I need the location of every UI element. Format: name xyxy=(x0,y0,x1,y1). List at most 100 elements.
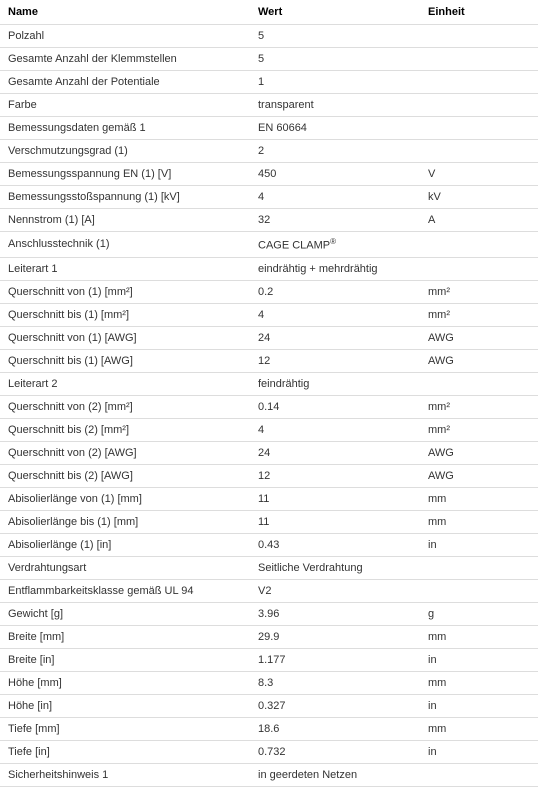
cell-value: 11 xyxy=(250,510,420,533)
cell-value: eindrähtig + mehrdrähtig xyxy=(250,257,420,280)
table-row: Entflammbarkeitsklasse gemäß UL 94V2 xyxy=(0,579,538,602)
table-row: Gesamte Anzahl der Klemmstellen5 xyxy=(0,48,538,71)
cell-unit xyxy=(420,71,538,94)
cell-value: 12 xyxy=(250,349,420,372)
table-row: Sicherheitshinweis 1in geerdeten Netzen xyxy=(0,763,538,786)
cell-name: Farbe xyxy=(0,94,250,117)
header-name: Name xyxy=(0,0,250,25)
cell-value: 24 xyxy=(250,441,420,464)
cell-value: in geerdeten Netzen xyxy=(250,763,420,786)
cell-unit: mm xyxy=(420,671,538,694)
cell-unit xyxy=(420,763,538,786)
cell-unit: V xyxy=(420,163,538,186)
cell-value: CAGE CLAMP® xyxy=(250,232,420,258)
table-row: Bemessungsdaten gemäß 1EN 60664 xyxy=(0,117,538,140)
cell-name: Verdrahtungsart xyxy=(0,556,250,579)
cell-unit: mm² xyxy=(420,418,538,441)
table-row: Querschnitt von (2) [mm²]0.14mm² xyxy=(0,395,538,418)
cell-name: Gesamte Anzahl der Klemmstellen xyxy=(0,48,250,71)
table-row: Verschmutzungsgrad (1)2 xyxy=(0,140,538,163)
cell-name: Abisolierlänge von (1) [mm] xyxy=(0,487,250,510)
table-row: Leiterart 1eindrähtig + mehrdrähtig xyxy=(0,257,538,280)
cell-unit xyxy=(420,94,538,117)
cell-name: Bemessungsdaten gemäß 1 xyxy=(0,117,250,140)
table-row: Querschnitt bis (2) [AWG]12AWG xyxy=(0,464,538,487)
cell-value: 0.43 xyxy=(250,533,420,556)
cell-unit: mm² xyxy=(420,303,538,326)
cell-unit: in xyxy=(420,533,538,556)
table-row: Höhe [mm]8.3mm xyxy=(0,671,538,694)
table-row: Querschnitt von (2) [AWG]24AWG xyxy=(0,441,538,464)
table-row: Gewicht [g]3.96g xyxy=(0,602,538,625)
table-body: Polzahl5Gesamte Anzahl der Klemmstellen5… xyxy=(0,25,538,787)
cell-name: Querschnitt von (1) [mm²] xyxy=(0,280,250,303)
cell-unit xyxy=(420,257,538,280)
table-row: Bemessungsspannung EN (1) [V]450V xyxy=(0,163,538,186)
cell-unit xyxy=(420,140,538,163)
cell-unit: AWG xyxy=(420,326,538,349)
table-row: Leiterart 2feindrähtig xyxy=(0,372,538,395)
cell-name: Gesamte Anzahl der Potentiale xyxy=(0,71,250,94)
table-row: Tiefe [in]0.732in xyxy=(0,740,538,763)
cell-name: Abisolierlänge (1) [in] xyxy=(0,533,250,556)
cell-value: 4 xyxy=(250,303,420,326)
header-value: Wert xyxy=(250,0,420,25)
cell-value: 0.2 xyxy=(250,280,420,303)
cell-unit: in xyxy=(420,694,538,717)
table-row: Abisolierlänge von (1) [mm]11mm xyxy=(0,487,538,510)
cell-unit: mm xyxy=(420,510,538,533)
cell-name: Querschnitt von (2) [AWG] xyxy=(0,441,250,464)
cell-unit: kV xyxy=(420,186,538,209)
table-row: VerdrahtungsartSeitliche Verdrahtung xyxy=(0,556,538,579)
cell-name: Querschnitt bis (1) [mm²] xyxy=(0,303,250,326)
table-row: Tiefe [mm]18.6mm xyxy=(0,717,538,740)
cell-unit: mm² xyxy=(420,280,538,303)
cell-value: EN 60664 xyxy=(250,117,420,140)
cell-value: 8.3 xyxy=(250,671,420,694)
cell-name: Nennstrom (1) [A] xyxy=(0,209,250,232)
cell-value: 5 xyxy=(250,48,420,71)
header-unit: Einheit xyxy=(420,0,538,25)
cell-name: Querschnitt von (2) [mm²] xyxy=(0,395,250,418)
cell-unit: A xyxy=(420,209,538,232)
spec-table: Name Wert Einheit Polzahl5Gesamte Anzahl… xyxy=(0,0,538,787)
cell-name: Querschnitt bis (2) [mm²] xyxy=(0,418,250,441)
cell-value: V2 xyxy=(250,579,420,602)
table-row: Querschnitt von (1) [AWG]24AWG xyxy=(0,326,538,349)
cell-value: 1 xyxy=(250,71,420,94)
cell-unit: in xyxy=(420,648,538,671)
cell-name: Verschmutzungsgrad (1) xyxy=(0,140,250,163)
cell-value: 24 xyxy=(250,326,420,349)
cell-name: Entflammbarkeitsklasse gemäß UL 94 xyxy=(0,579,250,602)
header-row: Name Wert Einheit xyxy=(0,0,538,25)
cell-value: Seitliche Verdrahtung xyxy=(250,556,420,579)
cell-name: Leiterart 1 xyxy=(0,257,250,280)
cell-unit: AWG xyxy=(420,349,538,372)
cell-value: 0.732 xyxy=(250,740,420,763)
table-row: Abisolierlänge (1) [in]0.43in xyxy=(0,533,538,556)
cell-value: 0.14 xyxy=(250,395,420,418)
cell-name: Querschnitt bis (2) [AWG] xyxy=(0,464,250,487)
cell-name: Gewicht [g] xyxy=(0,602,250,625)
cell-value: 4 xyxy=(250,186,420,209)
cell-name: Höhe [in] xyxy=(0,694,250,717)
cell-value: 12 xyxy=(250,464,420,487)
table-row: Nennstrom (1) [A]32A xyxy=(0,209,538,232)
cell-unit xyxy=(420,25,538,48)
cell-unit: in xyxy=(420,740,538,763)
table-row: Breite [in]1.177in xyxy=(0,648,538,671)
cell-unit: g xyxy=(420,602,538,625)
cell-name: Polzahl xyxy=(0,25,250,48)
cell-value: 2 xyxy=(250,140,420,163)
cell-name: Querschnitt von (1) [AWG] xyxy=(0,326,250,349)
cell-value: 1.177 xyxy=(250,648,420,671)
cell-unit xyxy=(420,372,538,395)
cell-name: Tiefe [mm] xyxy=(0,717,250,740)
table-row: Höhe [in]0.327in xyxy=(0,694,538,717)
cell-unit xyxy=(420,117,538,140)
cell-name: Bemessungsspannung EN (1) [V] xyxy=(0,163,250,186)
cell-value: 3.96 xyxy=(250,602,420,625)
cell-unit xyxy=(420,556,538,579)
cell-unit: mm² xyxy=(420,395,538,418)
table-row: Gesamte Anzahl der Potentiale1 xyxy=(0,71,538,94)
